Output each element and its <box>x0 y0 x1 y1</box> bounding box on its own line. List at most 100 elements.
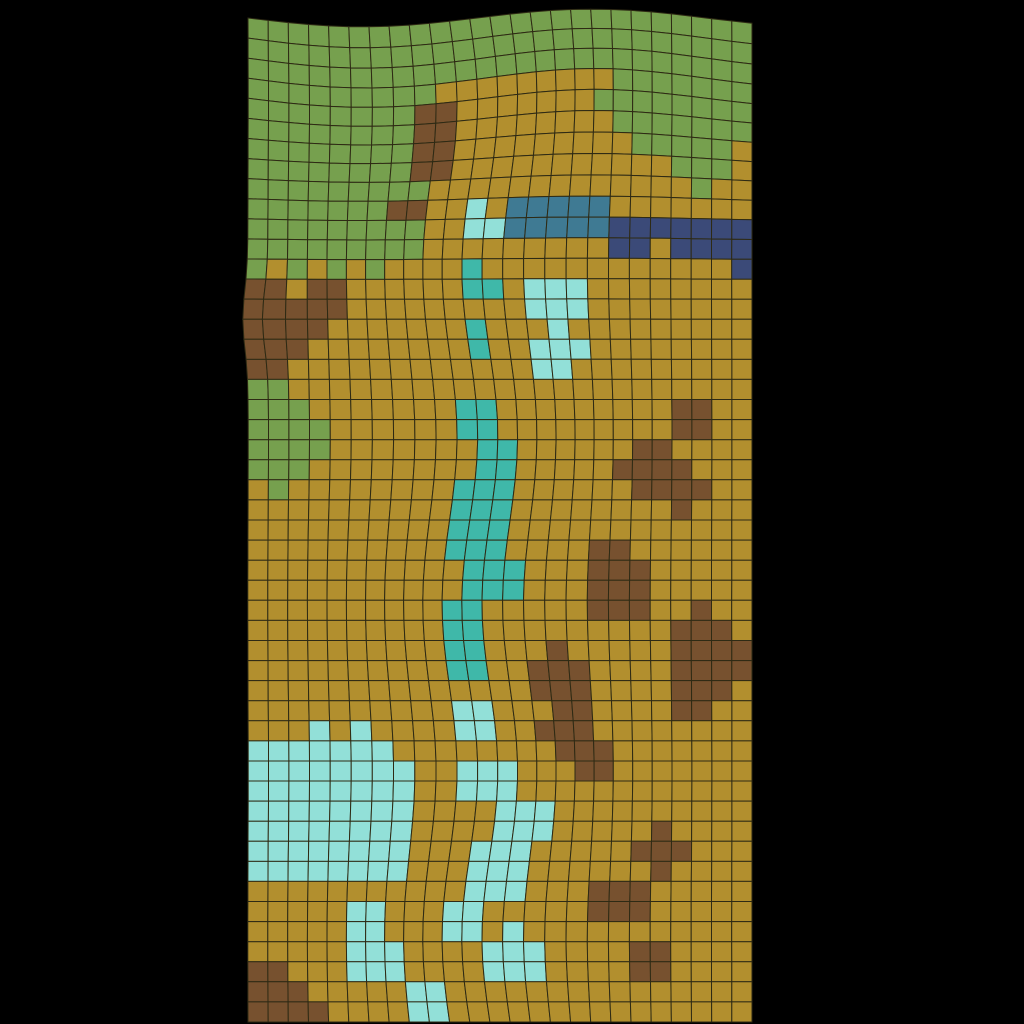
terrain-cell-grass <box>433 61 457 85</box>
terrain-cell-sand <box>422 941 444 963</box>
terrain-cell-sand <box>326 579 348 601</box>
terrain-cell-water-light <box>346 961 368 983</box>
terrain-cell-sand <box>412 459 437 481</box>
terrain-cell-sand <box>711 760 733 782</box>
terrain-cell-grass <box>288 141 310 163</box>
terrain-cell-sand <box>587 298 610 320</box>
terrain-cell-sand <box>690 519 713 541</box>
terrain-cell-sand <box>447 338 472 360</box>
terrain-cell-sand <box>247 599 269 621</box>
terrain-cell-sand <box>711 840 733 862</box>
terrain-cell-sand <box>611 720 633 742</box>
terrain-cell-sand <box>369 700 393 722</box>
terrain-cell-sand <box>691 800 713 822</box>
terrain-cell-sand <box>403 559 426 581</box>
terrain-cell-water-light <box>550 358 574 380</box>
terrain-cell-sand <box>731 921 753 943</box>
terrain-cell-dirt <box>608 559 631 581</box>
terrain-cell-sand <box>630 358 653 380</box>
terrain-cell-sand <box>345 259 367 280</box>
terrain-cell-grass <box>631 69 653 93</box>
terrain-cell-sand <box>287 599 309 621</box>
terrain-cell-sand <box>247 619 269 641</box>
terrain-cell-sand <box>565 237 589 259</box>
terrain-cell-grass <box>407 180 431 202</box>
terrain-cell-grass <box>449 18 474 43</box>
terrain-cell-grass <box>246 378 269 400</box>
terrain-cell-grass <box>329 86 352 108</box>
terrain-cell-sand <box>524 880 549 902</box>
terrain-cell-sand <box>267 539 289 561</box>
terrain-cell-grass <box>326 239 348 261</box>
terrain-cell-sand <box>651 760 673 782</box>
terrain-cell-sand <box>711 338 733 360</box>
terrain-cell-sand <box>608 298 631 320</box>
terrain-cell-sand <box>586 619 610 641</box>
terrain-cell-water-mid <box>466 519 491 541</box>
terrain-cell-water-mid <box>482 559 506 581</box>
terrain-cell-water-light <box>441 921 463 943</box>
terrain-cell-grass <box>349 67 373 89</box>
terrain-cell-sand <box>431 479 456 501</box>
terrain-cell-sand <box>731 338 753 360</box>
terrain-cell-sand <box>502 257 525 280</box>
terrain-cell-sand <box>573 399 595 421</box>
terrain-cell-water-light <box>329 780 352 802</box>
terrain-cell-water-light <box>565 278 589 300</box>
terrain-cell-water-light <box>392 780 416 802</box>
terrain-cell-sand <box>611 800 633 822</box>
terrain-cell-sand <box>691 760 713 782</box>
terrain-cell-water-light <box>441 901 465 923</box>
terrain-cell-sand <box>308 399 331 421</box>
terrain-cell-sand <box>691 740 713 762</box>
terrain-cell-sand <box>345 579 367 601</box>
terrain-cell-sand <box>670 519 693 541</box>
terrain-cell-sand <box>247 880 269 902</box>
terrain-cell-sand <box>307 539 329 561</box>
terrain-cell-sand <box>629 318 652 340</box>
terrain-cell-dirt <box>284 298 308 320</box>
terrain-cell-sand <box>267 499 290 521</box>
terrain-cell-sand <box>565 559 589 581</box>
terrain-cell-sand <box>731 479 753 501</box>
terrain-cell-sand <box>588 660 612 682</box>
terrain-cell-grass <box>371 106 395 127</box>
terrain-cell-water-light <box>496 780 519 802</box>
terrain-cell-grass <box>308 142 331 164</box>
terrain-cell-sand <box>470 157 495 180</box>
terrain-cell-water-light <box>524 298 548 320</box>
terrain-cell-dirt <box>628 941 651 963</box>
terrain-cell-grass <box>267 399 290 421</box>
terrain-cell-sand <box>731 680 753 702</box>
terrain-cell-sand <box>366 318 389 340</box>
terrain-cell-sand <box>691 780 713 802</box>
terrain-cell-sand <box>608 195 632 218</box>
terrain-cell-sand <box>430 700 455 722</box>
terrain-cell-water-light <box>247 820 269 842</box>
terrain-cell-sand <box>403 258 424 280</box>
terrain-cell-water-mid <box>475 399 499 421</box>
terrain-cell-sand <box>385 981 408 1003</box>
terrain-cell-sand <box>403 298 427 320</box>
terrain-cell-grass <box>247 97 269 122</box>
terrain-cell-sand <box>491 700 516 722</box>
terrain-cell-sand <box>568 1001 592 1023</box>
terrain-cell-water-light <box>349 720 373 742</box>
terrain-cell-sand <box>531 700 555 722</box>
terrain-cell-sand <box>493 135 517 159</box>
terrain-cell-grass <box>551 28 575 51</box>
terrain-cell-sand <box>483 640 508 662</box>
terrain-cell-sand <box>572 800 595 822</box>
terrain-cell-sand <box>670 961 692 983</box>
terrain-cell-sand <box>591 700 613 722</box>
terrain-cell-sand <box>529 499 554 521</box>
terrain-cell-sand <box>366 660 390 682</box>
terrain-cell-sand <box>350 439 373 461</box>
terrain-cell-sand <box>731 140 753 163</box>
terrain-cell-sand <box>432 800 457 822</box>
terrain-cell-water-light <box>268 760 290 782</box>
terrain-cell-sand <box>326 961 348 983</box>
terrain-cell-water-light <box>497 760 518 782</box>
terrain-cell-sand <box>503 640 528 662</box>
terrain-cell-sand <box>670 860 693 882</box>
